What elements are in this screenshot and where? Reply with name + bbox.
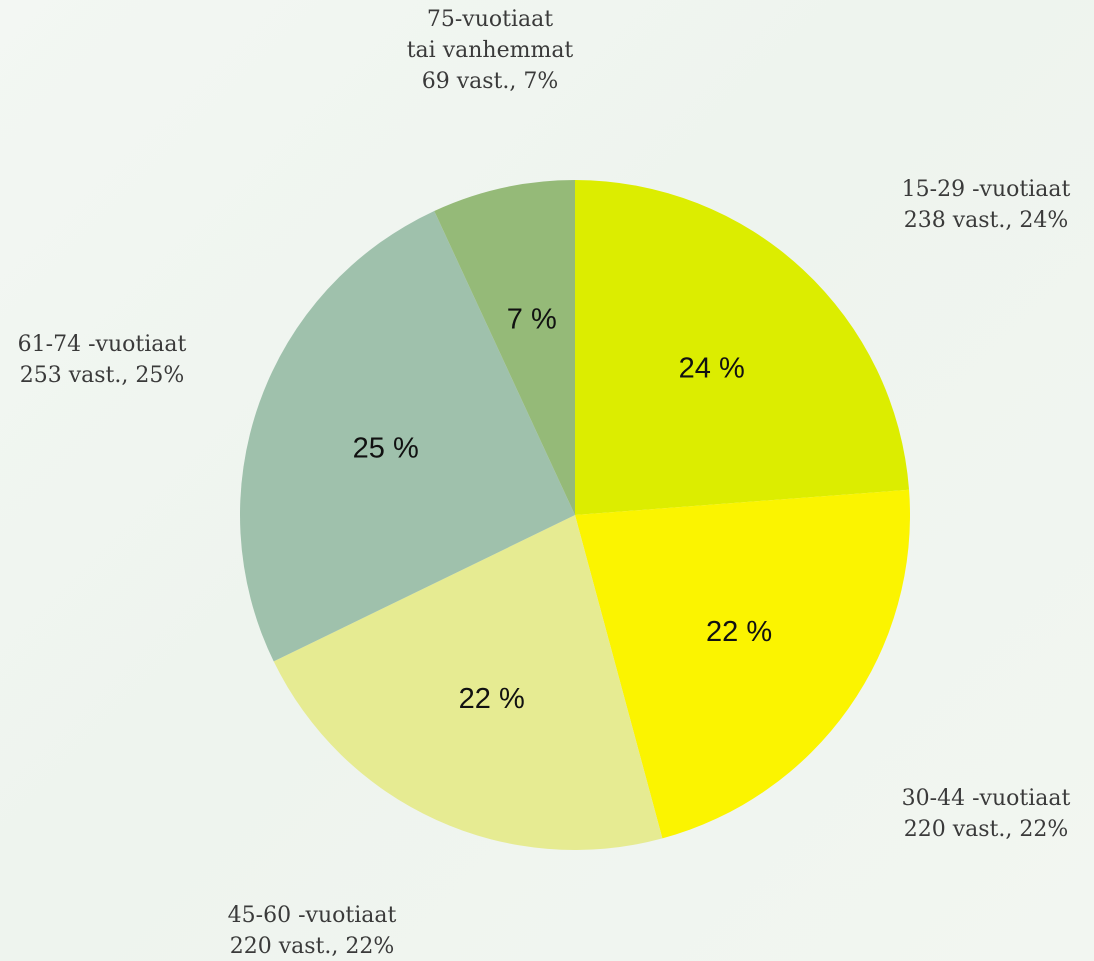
pct-label-15-29: 24 % — [679, 353, 745, 385]
slice-label-15-29: 15-29 -vuotiaat 238 vast., 24% — [886, 174, 1086, 236]
slice-label-name: 75-vuotiaat — [426, 7, 554, 32]
slice-label-count: 220 vast., 22% — [903, 817, 1069, 842]
pct-label-61-74: 25 % — [353, 433, 419, 465]
pct-label-45-60: 22 % — [459, 683, 525, 715]
slice-label-45-60: 45-60 -vuotiaat 220 vast., 22% — [212, 900, 412, 961]
slice-label-61-74: 61-74 -vuotiaat 253 vast., 25% — [2, 329, 202, 391]
pie-slice-61-74 — [240, 210, 575, 662]
pie-slice-75-plus — [434, 180, 575, 515]
pct-label-75-plus: 7 % — [507, 304, 557, 336]
slice-label-count: 220 vast., 22% — [229, 934, 395, 959]
pie-slice-45-60 — [273, 515, 663, 850]
slice-label-count: 238 vast., 24% — [903, 208, 1069, 233]
slice-label-name-2: tai vanhemmat — [406, 38, 574, 63]
pct-label-30-44: 22 % — [706, 616, 772, 648]
slice-label-name: 61-74 -vuotiaat — [17, 332, 187, 357]
slice-label-75-plus: 75-vuotiaat tai vanhemmat 69 vast., 7% — [390, 4, 590, 97]
slice-label-name: 30-44 -vuotiaat — [901, 786, 1071, 811]
slice-label-name: 15-29 -vuotiaat — [901, 177, 1071, 202]
slice-label-name: 45-60 -vuotiaat — [227, 903, 397, 928]
slice-label-count: 69 vast., 7% — [421, 69, 559, 94]
slice-label-30-44: 30-44 -vuotiaat 220 vast., 22% — [880, 783, 1092, 845]
pie-slice-15-29 — [575, 180, 910, 515]
pie-slice-30-44 — [575, 489, 911, 839]
slice-label-count: 253 vast., 25% — [19, 363, 185, 388]
